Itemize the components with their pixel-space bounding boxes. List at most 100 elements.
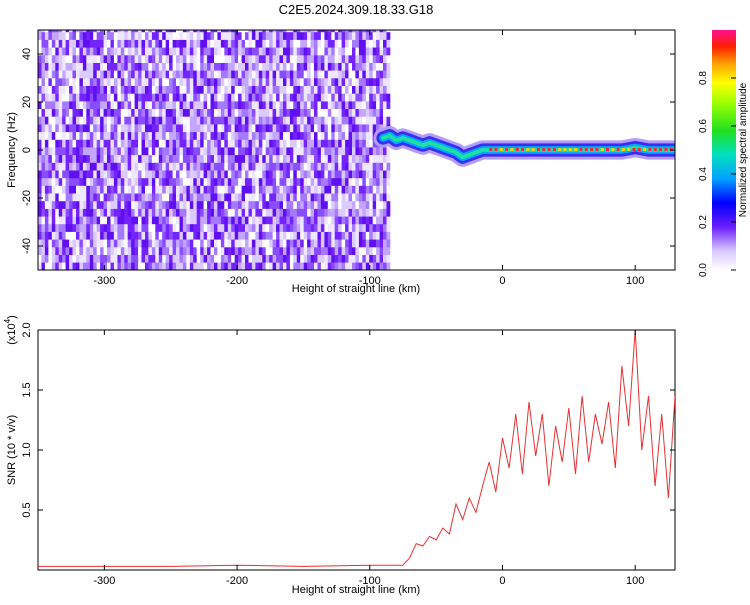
heatmap-noise-cell: [293, 262, 298, 270]
heatmap-noise-cell: [320, 208, 325, 217]
heatmap-noise-cell: [38, 124, 42, 133]
heatmap-noise-cell: [141, 139, 146, 148]
heatmap-noise-cell: [38, 154, 42, 163]
heatmap-noise-cell: [203, 231, 208, 240]
heatmap-noise-cell: [238, 239, 242, 248]
heatmap-noise-cell: [69, 262, 73, 270]
heatmap-noise-cell: [362, 70, 367, 79]
heatmap-noise-cell: [379, 31, 384, 40]
heatmap-noise-cell: [227, 216, 232, 225]
heatmap-noise-cell: [289, 154, 294, 163]
heatmap-noise-cell: [383, 108, 387, 117]
heatmap-noise-cell: [348, 108, 353, 117]
heatmap-noise-cell: [96, 223, 101, 232]
heatmap-noise-cell: [165, 131, 170, 140]
heatmap-noise-cell: [62, 231, 66, 240]
heatmap-noise-cell: [362, 93, 367, 102]
heatmap-noise-cell: [251, 30, 256, 33]
heatmap-noise-cell: [331, 31, 336, 40]
heatmap-noise-cell: [300, 108, 304, 117]
heatmap-noise-cell: [296, 101, 301, 109]
heatmap-noise-cell: [186, 39, 191, 48]
heatmap-noise-cell: [69, 162, 73, 171]
heatmap-noise-cell: [300, 147, 304, 156]
heatmap-noise-cell: [248, 62, 253, 71]
heatmap-noise-cell: [120, 39, 125, 48]
heatmap-noise-cell: [307, 31, 311, 40]
heatmap-noise-cell: [241, 208, 246, 217]
heatmap-noise-cell: [338, 154, 342, 163]
heatmap-noise-cell: [310, 93, 315, 102]
heatmap-noise-cell: [79, 170, 84, 179]
heatmap-noise-cell: [117, 170, 122, 179]
heatmap-noise-cell: [386, 223, 391, 232]
heatmap-noise-cell: [300, 70, 304, 79]
heatmap-noise-cell: [214, 85, 218, 94]
heatmap-noise-cell: [258, 93, 263, 102]
heatmap-noise-cell: [134, 162, 139, 171]
heatmap-noise-cell: [279, 208, 284, 217]
heatmap-noise-cell: [65, 177, 70, 186]
heatmap-noise-cell: [307, 139, 311, 148]
heatmap-noise-cell: [324, 162, 329, 171]
heatmap-noise-cell: [255, 170, 260, 179]
heatmap-noise-cell: [82, 39, 87, 48]
heatmap-noise-cell: [207, 108, 211, 117]
heatmap-noise-cell: [269, 55, 273, 63]
heatmap-noise-cell: [248, 193, 253, 202]
heatmap-noise-cell: [214, 162, 218, 171]
heatmap-noise-cell: [155, 193, 160, 202]
heatmap-noise-cell: [148, 101, 153, 109]
heatmap-noise-cell: [345, 231, 349, 240]
heatmap-noise-cell: [231, 170, 235, 179]
heatmap-noise-cell: [317, 70, 322, 79]
heatmap-noise-cell: [38, 247, 42, 255]
heatmap-noise-cell: [365, 116, 370, 125]
heatmap-noise-cell: [300, 170, 304, 179]
heatmap-noise-cell: [148, 177, 153, 186]
heatmap-noise-cell: [82, 170, 87, 179]
heatmap-noise-cell: [376, 200, 380, 209]
heatmap-noise-cell: [207, 70, 211, 79]
heatmap-noise-cell: [331, 147, 336, 156]
heatmap-noise-cell: [303, 177, 308, 186]
heatmap-noise-cell: [348, 200, 353, 209]
heatmap-noise-cell: [269, 30, 273, 33]
heatmap-noise-cell: [352, 147, 356, 156]
heatmap-noise-cell: [93, 62, 97, 71]
heatmap-noise-cell: [241, 223, 246, 232]
heatmap-noise-cell: [258, 147, 263, 156]
heatmap-noise-cell: [58, 231, 63, 240]
heatmap-noise-cell: [107, 101, 111, 109]
heatmap-noise-cell: [155, 247, 160, 255]
heatmap-noise-cell: [358, 47, 363, 56]
heatmap-noise-cell: [210, 62, 215, 71]
heatmap-noise-cell: [248, 47, 253, 56]
heatmap-noise-cell: [272, 85, 277, 94]
heatmap-noise-cell: [186, 262, 191, 270]
heatmap-noise-cell: [238, 208, 242, 217]
heatmap-noise-cell: [172, 124, 177, 133]
heatmap-noise-cell: [58, 108, 63, 117]
heatmap-noise-cell: [341, 108, 346, 117]
heatmap-noise-cell: [372, 216, 377, 225]
heatmap-noise-cell: [341, 254, 346, 263]
heatmap-noise-cell: [365, 254, 370, 263]
heatmap-noise-cell: [289, 208, 294, 217]
heatmap-noise-cell: [262, 208, 267, 217]
heatmap-noise-cell: [96, 62, 101, 71]
heatmap-noise-cell: [214, 154, 218, 163]
heatmap-noise-cell: [293, 116, 298, 125]
heatmap-noise-cell: [331, 254, 336, 263]
heatmap-noise-cell: [165, 124, 170, 133]
heatmap-noise-cell: [310, 131, 315, 140]
heatmap-noise-cell: [338, 239, 342, 248]
heatmap-noise-cell: [169, 185, 173, 194]
heatmap-noise-cell: [307, 55, 311, 63]
heatmap-noise-cell: [41, 208, 46, 217]
heatmap-noise-cell: [220, 78, 225, 86]
heatmap-noise-cell: [307, 177, 311, 186]
heatmap-noise-cell: [203, 262, 208, 270]
heatmap-noise-cell: [69, 200, 73, 209]
heatmap-noise-cell: [44, 262, 49, 270]
